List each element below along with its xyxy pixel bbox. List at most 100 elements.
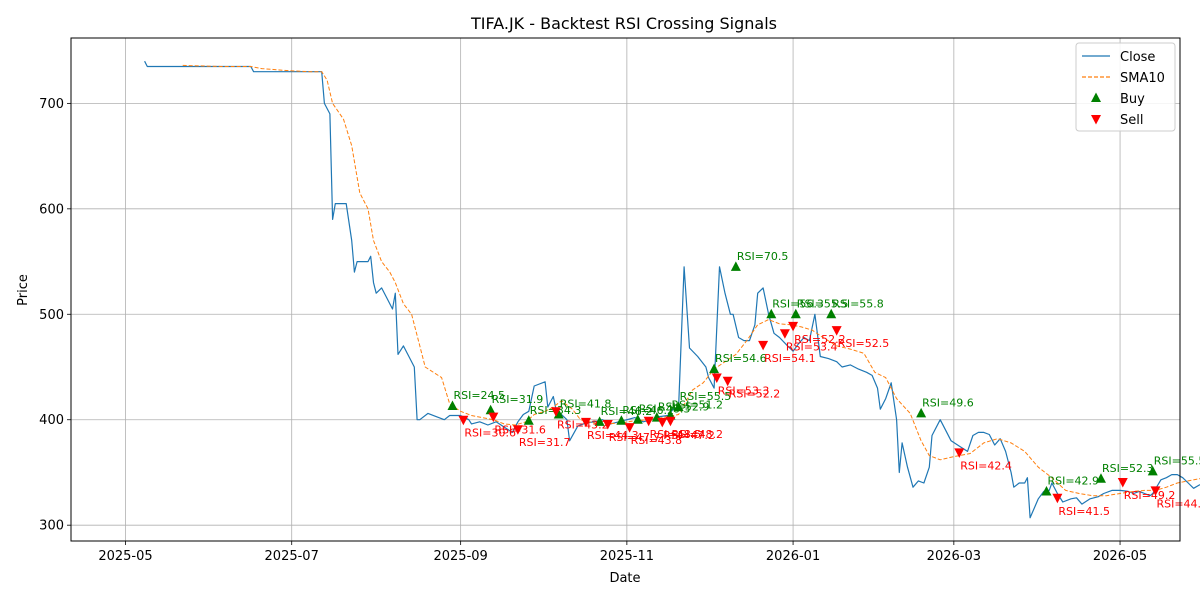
buy-marker xyxy=(790,308,801,319)
sell-rsi-label: RSI=44.5 xyxy=(1156,497,1200,510)
buy-rsi-label: RSI=52.9 xyxy=(658,401,710,414)
sell-rsi-label: RSI=52.2 xyxy=(794,333,846,346)
legend-label: SMA10 xyxy=(1120,71,1165,86)
sell-rsi-label: RSI=47.2 xyxy=(663,429,715,442)
sell-marker xyxy=(602,419,613,430)
legend-buy-marker xyxy=(1091,92,1101,102)
buy-rsi-label: RSI=55.8 xyxy=(832,297,884,310)
buy-marker xyxy=(632,414,643,424)
legend-box xyxy=(1075,42,1176,132)
buy-rsi-label: RSI=55.5 xyxy=(680,390,732,403)
sell-marker xyxy=(711,373,722,384)
sell-marker xyxy=(665,416,676,427)
buy-rsi-label: RSI=54.6 xyxy=(715,352,767,365)
buy-marker xyxy=(673,401,684,412)
series-line-sma10 xyxy=(182,64,1200,497)
sell-marker xyxy=(722,376,733,387)
legend-sell-marker xyxy=(1091,115,1101,125)
x-tick-label: 2026-05 xyxy=(1093,549,1147,564)
sell-rsi-label: RSI=52.5 xyxy=(838,337,890,350)
y-tick-label: 500 xyxy=(39,308,64,323)
buy-rsi-label: RSI=70.5 xyxy=(737,250,789,263)
signal-layer: RSI=24.5RSI=31.9RSI=34.3RSI=41.8RSI=46.2… xyxy=(447,250,1200,518)
buy-rsi-label: RSI=49.6 xyxy=(922,396,974,409)
sell-marker xyxy=(779,329,790,339)
sell-marker xyxy=(512,425,523,435)
legend-label: Sell xyxy=(1120,113,1143,128)
buy-rsi-label: RSI=52.3 xyxy=(1102,462,1154,475)
sell-rsi-label: RSI=47.7 xyxy=(609,431,661,444)
buy-marker xyxy=(616,415,627,425)
sell-marker xyxy=(580,417,591,428)
sell-marker xyxy=(758,340,769,351)
buy-marker xyxy=(826,308,837,319)
sell-marker xyxy=(488,412,499,423)
buy-marker xyxy=(730,261,741,271)
buy-rsi-label: RSI=41.8 xyxy=(560,397,612,410)
x-tick-label: 2025-07 xyxy=(265,549,319,564)
buy-marker xyxy=(1095,473,1106,483)
plot-area-frame xyxy=(70,37,1181,542)
series-layer xyxy=(144,60,1200,519)
x-axis-label: Date xyxy=(609,571,640,586)
x-tick-label: 2025-09 xyxy=(433,549,487,564)
buy-marker xyxy=(916,407,927,418)
y-tick-label: 700 xyxy=(39,97,64,112)
sell-marker xyxy=(551,407,562,417)
sell-rsi-label: RSI=42.4 xyxy=(960,459,1012,472)
sell-rsi-label: RSI=43.8 xyxy=(631,434,683,447)
sell-rsi-label: RSI=41.5 xyxy=(1058,505,1110,518)
buy-rsi-label: RSI=56.3 xyxy=(772,297,824,310)
x-tick-label: 2026-03 xyxy=(927,549,981,564)
sell-marker xyxy=(1150,486,1161,496)
buy-rsi-label: RSI=55.5 xyxy=(797,297,849,310)
buy-marker xyxy=(1147,465,1158,476)
sell-marker xyxy=(1052,493,1063,504)
sell-rsi-label: RSI=49.2 xyxy=(1124,489,1176,502)
sell-marker xyxy=(643,416,654,427)
sell-marker xyxy=(831,326,842,336)
sell-rsi-label: RSI=53.3 xyxy=(718,385,770,398)
buy-rsi-label: RSI=51.2 xyxy=(671,399,723,412)
buy-rsi-label: RSI=55.5 xyxy=(1154,454,1200,467)
buy-rsi-label: RSI=46.2 xyxy=(601,405,653,418)
buy-marker xyxy=(594,416,605,426)
sell-rsi-label: RSI=31.7 xyxy=(519,436,571,449)
sell-rsi-label: RSI=44.3 xyxy=(587,429,639,442)
buy-rsi-label: RSI=31.9 xyxy=(492,393,544,406)
buy-rsi-label: RSI=24.5 xyxy=(453,389,505,402)
axis-layer: 300 400 500 600 700 2025-05 2025-07 2025-09 2025… xyxy=(39,97,1147,564)
sell-marker xyxy=(657,417,668,428)
buy-rsi-label: RSI=42.9 xyxy=(1047,474,1099,487)
y-tick-label: 600 xyxy=(39,202,64,217)
sell-marker xyxy=(624,423,635,433)
sell-rsi-label: RSI=52.2 xyxy=(729,388,781,401)
buy-marker xyxy=(523,415,534,425)
sell-marker xyxy=(954,448,965,458)
buy-marker xyxy=(766,308,777,319)
sell-rsi-label: RSI=30.6 xyxy=(464,427,516,440)
buy-rsi-label: RSI=46.2 xyxy=(622,404,674,417)
x-tick-label: 2026-01 xyxy=(766,549,820,564)
buy-marker xyxy=(1041,485,1052,496)
legend: Close SMA10 Buy Sell xyxy=(1075,42,1176,132)
chart-title: TIFA.JK - Backtest RSI Crossing Signals xyxy=(470,14,777,33)
x-tick-label: 2025-05 xyxy=(98,549,152,564)
y-axis-label: Price xyxy=(16,274,31,306)
series-line-close xyxy=(144,60,1200,519)
buy-marker xyxy=(709,363,720,374)
x-tick-label: 2025-11 xyxy=(600,549,654,564)
sell-marker xyxy=(458,415,469,426)
legend-label: Close xyxy=(1120,50,1155,65)
buy-marker xyxy=(447,400,458,411)
sell-marker xyxy=(788,321,799,332)
sell-rsi-label: RSI=53.4 xyxy=(786,340,838,353)
y-tick-label: 300 xyxy=(39,519,64,534)
buy-marker xyxy=(485,404,496,415)
legend-label: Buy xyxy=(1120,92,1145,107)
y-tick-label: 400 xyxy=(39,413,64,428)
sell-marker xyxy=(1117,477,1128,488)
